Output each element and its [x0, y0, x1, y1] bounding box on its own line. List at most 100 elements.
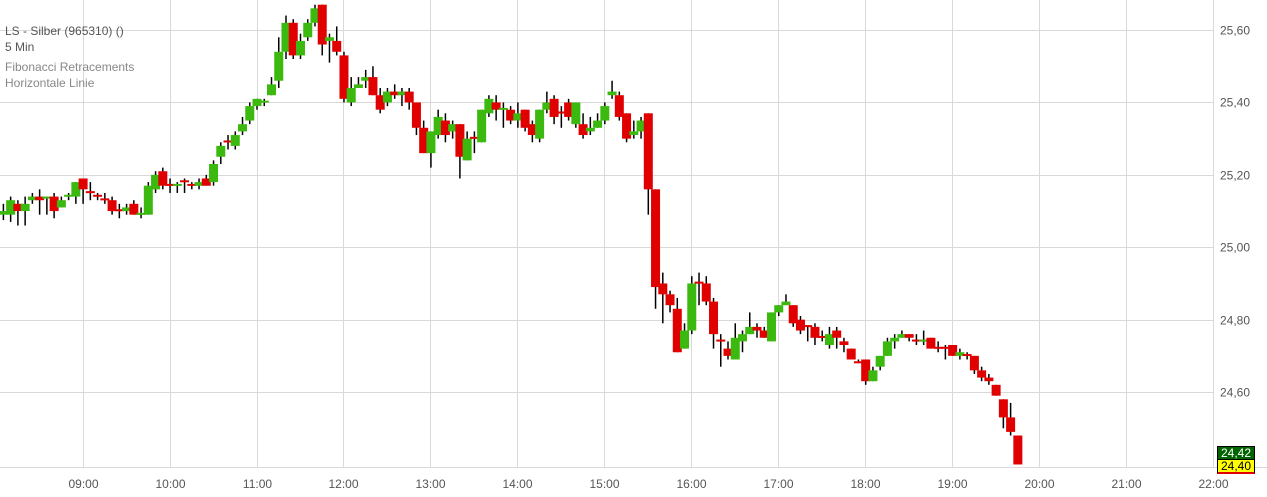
candle-body: [665, 294, 675, 306]
candle-body: [281, 22, 291, 52]
candle-body: [824, 334, 834, 346]
candle-body: [882, 341, 892, 356]
candle: [948, 345, 958, 356]
candle: [527, 120, 537, 143]
candle: [962, 352, 972, 360]
candle-body: [585, 127, 595, 132]
candle-body: [455, 124, 465, 157]
candle: [375, 87, 385, 114]
candle-body: [991, 384, 1001, 396]
candle-body: [571, 102, 581, 125]
candle-body: [491, 102, 501, 110]
candle: [143, 182, 153, 215]
candle: [223, 135, 233, 150]
candle-body: [658, 283, 668, 295]
candle: [926, 337, 936, 349]
x-tick-label: 19:00: [937, 477, 967, 491]
candle-body: [506, 109, 516, 121]
indicator-list: Fibonacci Retracements Horizontale Linie: [5, 59, 134, 91]
candle-body: [680, 330, 690, 349]
candle-body: [861, 359, 871, 382]
candles: [0, 4, 1023, 465]
candle-body: [27, 196, 37, 201]
candle-body: [593, 120, 603, 128]
candle-body: [201, 178, 211, 186]
candle: [100, 192, 110, 204]
candle: [578, 113, 588, 139]
candle: [419, 120, 429, 154]
candle-body: [223, 140, 233, 143]
candle-body: [100, 198, 110, 201]
candle: [238, 116, 248, 136]
candle-body: [42, 196, 52, 199]
candle: [339, 51, 349, 103]
candle: [694, 272, 704, 306]
candle-body: [738, 334, 748, 342]
candle: [0, 203, 8, 221]
candle: [353, 77, 363, 88]
candle-body: [267, 84, 277, 96]
candle-body: [745, 326, 755, 335]
candle: [810, 323, 820, 346]
candle: [129, 200, 139, 215]
grid: [0, 0, 1267, 468]
candle-body: [810, 326, 820, 338]
candle: [651, 189, 661, 309]
candle-body: [361, 77, 371, 81]
candle-body: [165, 183, 175, 186]
candle: [781, 294, 791, 306]
candle: [165, 178, 175, 193]
candle: [151, 171, 161, 193]
candle-body: [998, 399, 1008, 418]
candle-body: [701, 283, 711, 302]
candle-body: [723, 348, 733, 356]
candle-body: [339, 55, 349, 99]
candle-body: [433, 116, 443, 136]
candle-body: [687, 283, 697, 331]
candle-body: [462, 138, 472, 161]
candle: [738, 330, 748, 353]
y-axis-labels: 24,60 24,80 25,00 25,20 25,40 25,60: [1220, 24, 1250, 400]
candle-body: [274, 51, 284, 81]
candle: [368, 66, 378, 96]
candle-body: [317, 4, 327, 45]
candle-body: [527, 124, 537, 136]
candle-body: [890, 337, 900, 342]
candle-body: [709, 301, 719, 335]
x-tick-label: 10:00: [155, 477, 185, 491]
candle: [665, 290, 675, 313]
indicator-fibonacci[interactable]: Fibonacci Retracements: [5, 60, 135, 74]
candle: [252, 98, 262, 110]
y-tick-label: 25,40: [1220, 96, 1250, 110]
candle-body: [672, 308, 682, 353]
candle-body: [904, 334, 914, 338]
candle-body: [484, 98, 494, 114]
candle-body: [411, 102, 421, 128]
candle-body: [426, 131, 436, 154]
candle: [622, 113, 632, 143]
candle: [35, 189, 45, 215]
candle: [346, 77, 356, 107]
candle: [520, 109, 530, 132]
y-tick-label: 24,80: [1220, 314, 1250, 328]
candle: [904, 334, 914, 342]
candle: [513, 102, 523, 128]
candle-body: [752, 326, 762, 331]
candle-body: [774, 305, 784, 313]
candle-body: [513, 113, 523, 121]
candle: [462, 131, 472, 161]
candle-body: [875, 355, 885, 367]
last-price-label: 24,42: [1217, 446, 1255, 460]
candle: [332, 26, 342, 56]
candle-body: [143, 185, 153, 215]
candle: [324, 33, 334, 63]
candle: [433, 109, 443, 139]
indicator-horizontal-line[interactable]: Horizontale Linie: [5, 76, 95, 90]
candle: [614, 91, 624, 121]
candle-body: [940, 346, 950, 349]
candle: [448, 120, 458, 139]
candle: [846, 348, 856, 360]
candle: [49, 192, 59, 219]
candle: [404, 87, 414, 110]
candle: [709, 297, 719, 349]
